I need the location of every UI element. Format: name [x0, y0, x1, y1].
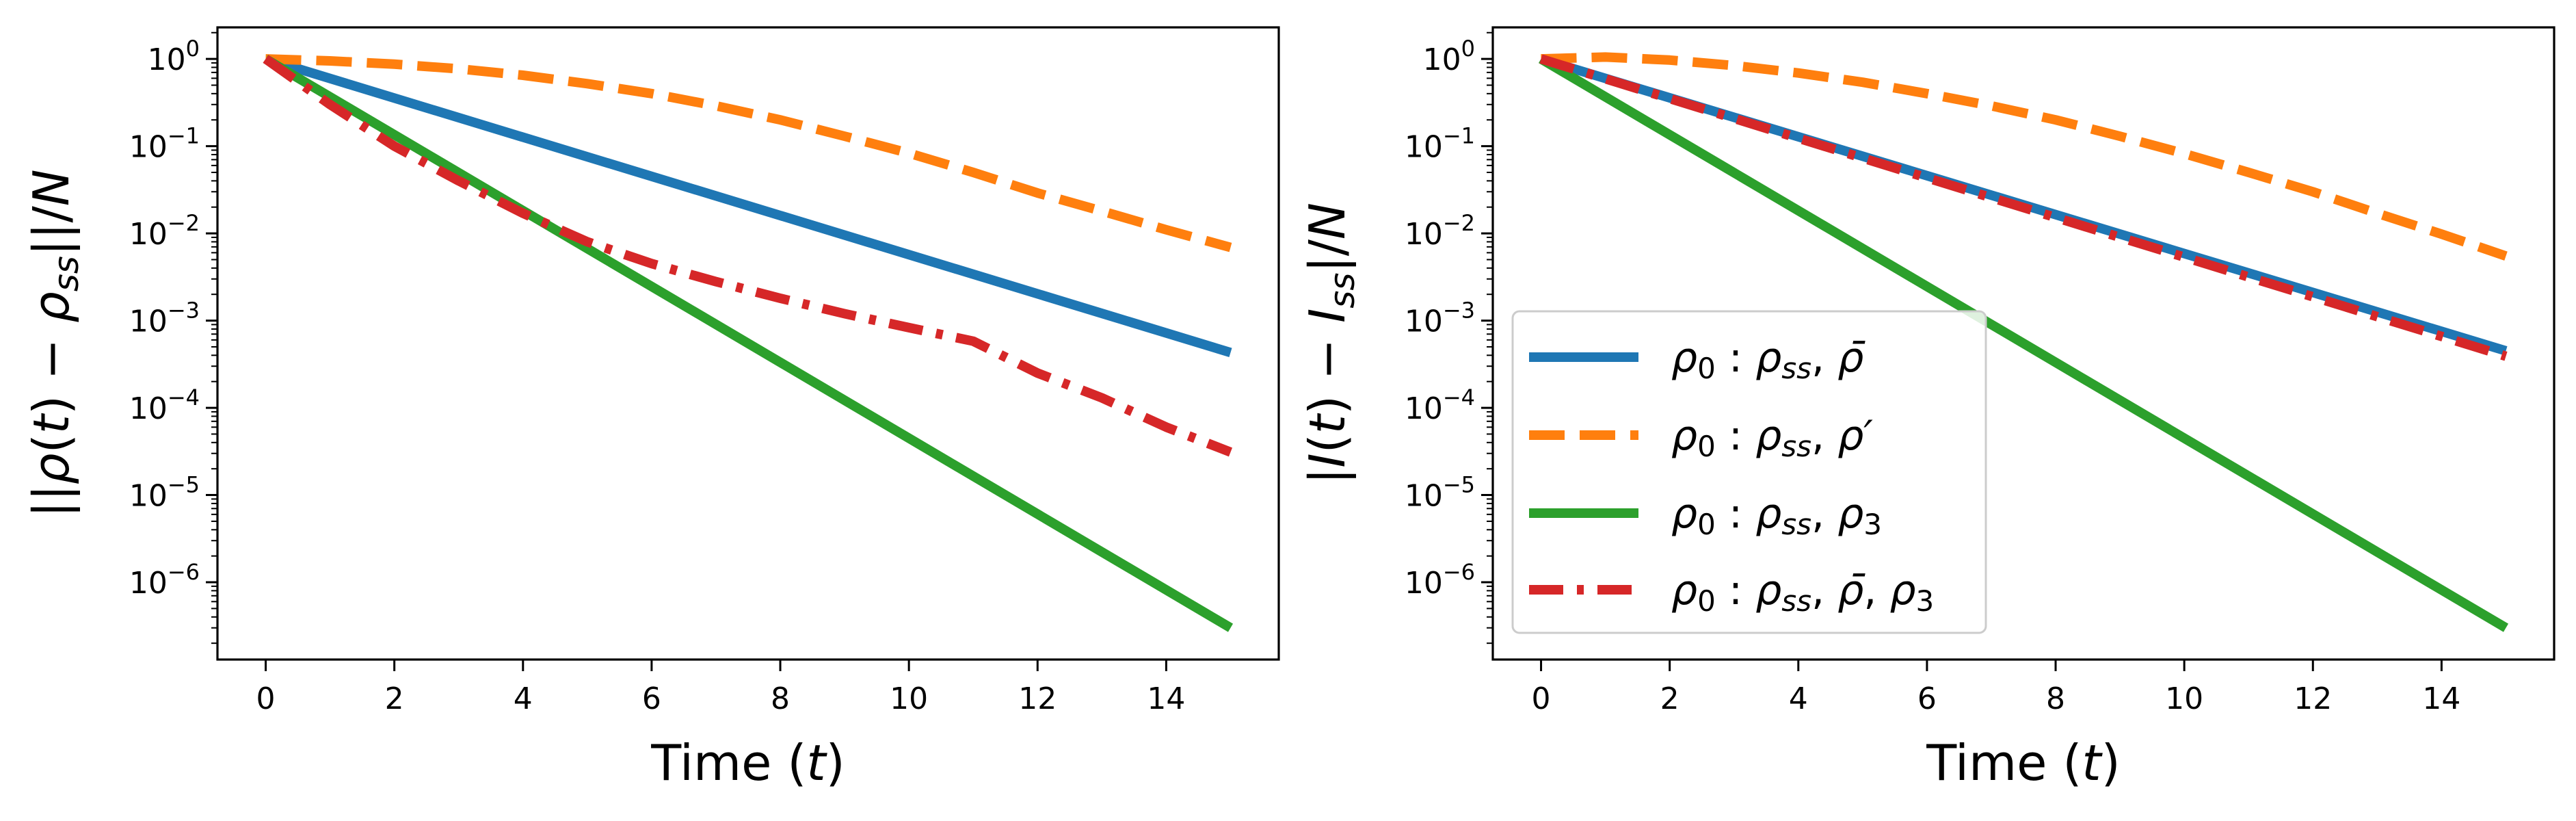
- y-tick-label: 100: [1423, 36, 1475, 77]
- right-chart: 0 2 4 6 8 10 12 14 10−610−510−410−310−210−1100 …: [1299, 26, 2555, 792]
- right-y-ticks: 10−6 10−5 10−4 10−3 10−2 10−1 100: [1405, 31, 1493, 644]
- right-series-group: [1538, 52, 2509, 632]
- y-tick-label: 10−6: [1405, 559, 1475, 601]
- left-plot-frame: [216, 26, 1280, 661]
- legend-entry: ρ0 : ρss, ρ3: [1529, 490, 1882, 541]
- legend-entry: ρ0 : ρss, ρ̄, ρ3: [1529, 566, 1934, 618]
- x-tick-label: 6: [642, 681, 661, 716]
- left-series-group: [263, 54, 1234, 632]
- x-tick-label: 0: [256, 681, 276, 716]
- x-tick-label: 8: [2046, 681, 2065, 716]
- x-tick-label: 14: [1147, 681, 1185, 716]
- y-tick-label: 10−5: [129, 472, 200, 514]
- x-tick-label: 0: [1532, 681, 1551, 716]
- y-tick-label: 10−1: [129, 123, 200, 165]
- y-tick-label: 10−2: [129, 210, 200, 252]
- left-series-green-line: [263, 55, 1234, 632]
- legend-label: ρ0 : ρss, ρ′: [1671, 412, 1873, 463]
- left-x-ticks: 0 2 4 6 8 10 12 14: [256, 660, 1185, 716]
- y-tick-label: 10−6: [129, 559, 200, 601]
- y-tick-label: 10−2: [1405, 210, 1475, 252]
- x-tick-label: 6: [1917, 681, 1937, 716]
- left-y-ticks: 10−6 10−5 10−4 10−3 10−2 10−1 100: [129, 31, 217, 644]
- y-tick-label: 10−5: [1405, 472, 1475, 514]
- left-series-blue-line: [264, 54, 1232, 357]
- y-tick-label: 10−3: [1405, 298, 1475, 339]
- left-x-axis-label: Time (t): [650, 734, 845, 792]
- left-chart: 0 2 4 6 8 10 12 14 10−610−510−410−310−210−1100 …: [23, 26, 1280, 792]
- left-y-axis-label: ||ρ(t) − ρss||/N: [23, 169, 86, 517]
- legend-box: [1511, 310, 1987, 634]
- right-x-axis-label: Time (t): [1926, 734, 2121, 792]
- legend-label: ρ0 : ρss, ρ̄, ρ3: [1671, 566, 1934, 618]
- legend-label: ρ0 : ρss, ρ3: [1671, 490, 1882, 541]
- y-tick-label: 10−1: [1405, 123, 1475, 165]
- right-series-orange-line: [1541, 52, 2508, 261]
- x-tick-label: 12: [2294, 681, 2332, 716]
- legend-entry: ρ0 : ρss, ρ′: [1529, 412, 1873, 463]
- x-tick-label: 2: [385, 681, 404, 716]
- right-x-ticks: 0 2 4 6 8 10 12 14: [1532, 660, 2460, 716]
- right-y-axis-label: |I(t) − Iss|/N: [1299, 203, 1362, 484]
- y-tick-label: 10−4: [129, 385, 200, 426]
- y-tick-label: 10−4: [1405, 385, 1475, 426]
- left-series-red-line: [263, 55, 1233, 457]
- x-tick-label: 10: [2165, 681, 2203, 716]
- x-tick-label: 4: [1789, 681, 1808, 716]
- x-tick-label: 4: [514, 681, 533, 716]
- right-series-red-line: [1539, 54, 2508, 361]
- x-tick-label: 14: [2422, 681, 2460, 716]
- x-tick-label: 2: [1660, 681, 1679, 716]
- right-plot-frame: [1491, 26, 2555, 661]
- left-series-orange-line: [265, 54, 1232, 252]
- legend-label: ρ0 : ρss, ρ̄: [1671, 334, 1865, 385]
- legend: ρ0 : ρss, ρ̄ ρ0 : ρss, ρ′ ρ0 : ρss, ρ3 ρ…: [1511, 310, 1987, 634]
- right-series-green-line: [1538, 55, 2509, 632]
- y-tick-label: 100: [148, 36, 200, 77]
- x-tick-label: 10: [890, 681, 928, 716]
- x-tick-label: 8: [771, 681, 790, 716]
- legend-entry: ρ0 : ρss, ρ̄: [1529, 334, 1865, 385]
- x-tick-label: 12: [1018, 681, 1057, 716]
- y-tick-label: 10−3: [129, 298, 200, 339]
